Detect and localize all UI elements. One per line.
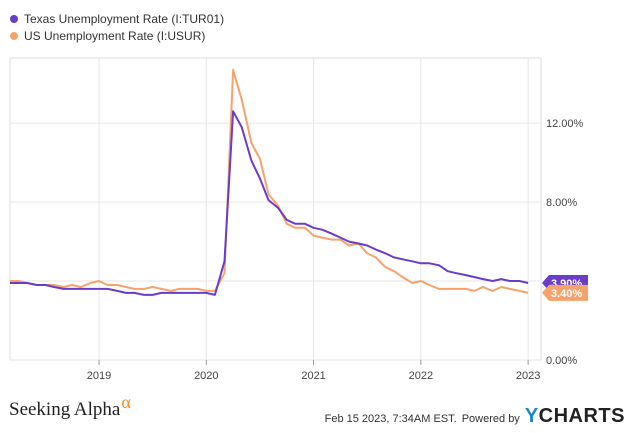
legend-item-texas[interactable]: Texas Unemployment Rate (I:TUR01) <box>10 10 224 27</box>
legend-label-us: US Unemployment Rate (I:USUR) <box>24 28 206 43</box>
footer-attribution: Feb 15 2023, 7:34AM EST. Powered by YCHA… <box>324 405 625 430</box>
ycharts-logo-text: CHARTS <box>538 405 625 427</box>
end-label-us: 3.40% <box>542 284 588 301</box>
y-tick-label: 12.00% <box>546 118 584 130</box>
footer-timestamp: Feb 15 2023, 7:34AM EST. <box>324 412 457 425</box>
seeking-alpha-logo: Seeking Alphaα <box>9 392 131 421</box>
series-line-texas <box>10 110 529 296</box>
ycharts-logo-y: Y <box>524 405 539 427</box>
y-tick-label: 0.00% <box>546 355 577 367</box>
x-tick-label: 2019 <box>87 370 111 382</box>
legend-item-us[interactable]: US Unemployment Rate (I:USUR) <box>10 27 224 44</box>
seeking-alpha-logo-text: Seeking Alpha <box>9 399 121 420</box>
y-tick-label: 8.00% <box>546 197 577 209</box>
chart-legend: Texas Unemployment Rate (I:TUR01) US Une… <box>10 10 224 44</box>
x-tick-label: 2022 <box>409 370 433 382</box>
x-tick-label: 2020 <box>194 370 218 382</box>
ycharts-logo: YCHARTS <box>525 405 625 428</box>
legend-marker-texas <box>10 14 18 23</box>
end-label-background <box>542 284 588 301</box>
end-label-text: 3.40% <box>551 288 582 300</box>
series-line-us <box>10 68 529 294</box>
powered-by-text: Powered by <box>461 412 520 425</box>
x-tick-label: 2021 <box>301 370 325 382</box>
legend-marker-us <box>10 31 18 40</box>
legend-label-texas: Texas Unemployment Rate (I:TUR01) <box>24 11 225 26</box>
alpha-symbol-icon: α <box>121 392 131 412</box>
plot-area-frame <box>9 57 542 361</box>
x-tick-label: 2023 <box>516 370 540 382</box>
